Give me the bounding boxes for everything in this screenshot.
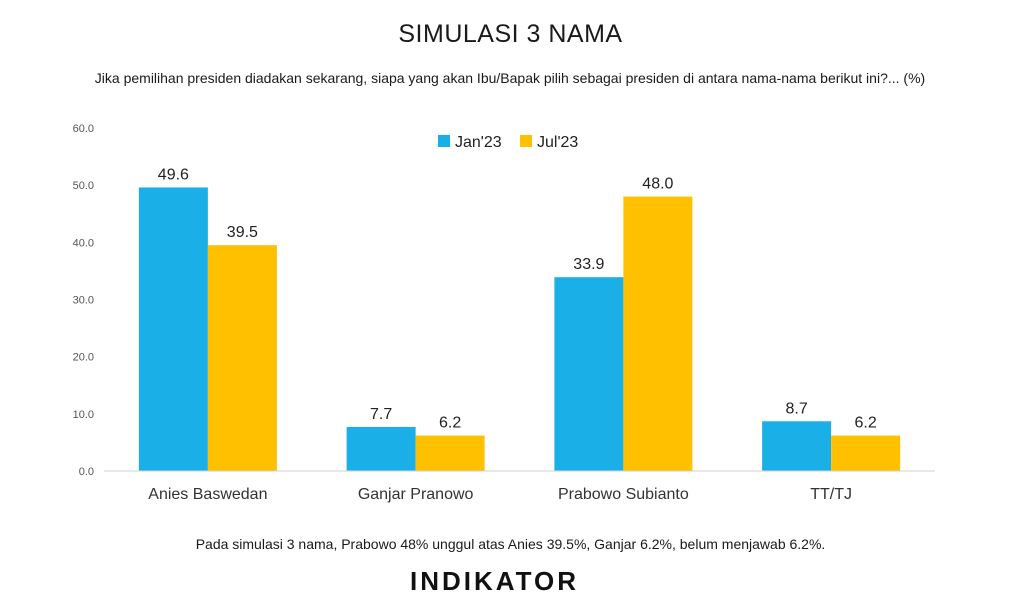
y-axis: 0.0 10.0 20.0 30.0 40.0 50.0 60.0 [73,123,94,478]
x-axis: Anies Baswedan Ganjar Pranowo Prabowo Subi… [104,470,935,503]
category-label: Prabowo Subianto [558,486,689,503]
category-label: Ganjar Pranowo [358,486,474,503]
footnote: Pada simulasi 3 nama, Prabowo 48% unggul… [195,536,826,552]
y-tick-label: 10.0 [73,409,94,421]
y-tick-label: 20.0 [73,352,94,364]
bar [554,277,624,471]
bar [138,187,208,471]
data-label: 8.7 [786,400,808,417]
category-label: Anies Baswedan [148,486,267,503]
bar [415,435,485,471]
bar [762,421,832,471]
data-label: 6.2 [855,415,877,432]
bar [346,426,416,471]
category-label: TT/TJ [810,486,852,503]
y-tick-label: 30.0 [73,295,94,307]
data-label: 49.6 [158,166,189,183]
data-label: 33.9 [573,256,604,273]
y-tick-label: 0.0 [79,466,94,478]
y-tick-label: 60.0 [73,123,94,135]
legend-label: Jul'23 [537,134,578,151]
chart-subtitle: Jika pemilihan presiden diadakan sekaran… [94,70,926,86]
chart-title: SIMULASI 3 NAMA [398,20,623,48]
data-label: 39.5 [227,224,258,241]
bars: 49.6 39.5 7.7 6.2 33.9 48.0 8.7 6.2 [138,166,901,471]
bar [831,435,901,471]
legend-label: Jan'23 [455,134,502,151]
legend: Jan'23 Jul'23 [438,134,578,151]
bar [207,245,277,471]
data-label: 6.2 [439,415,461,432]
y-tick-label: 40.0 [73,237,94,249]
brand-logo: INDIKATOR [410,566,580,596]
data-label: 48.0 [642,176,673,193]
y-tick-label: 50.0 [73,180,94,192]
legend-swatch [520,135,532,147]
bar-chart: 0.0 10.0 20.0 30.0 40.0 50.0 60.0 49.6 39.5 7.7 6… [73,123,935,503]
bar [623,196,693,471]
data-label: 7.7 [370,406,392,423]
legend-swatch [438,135,450,147]
